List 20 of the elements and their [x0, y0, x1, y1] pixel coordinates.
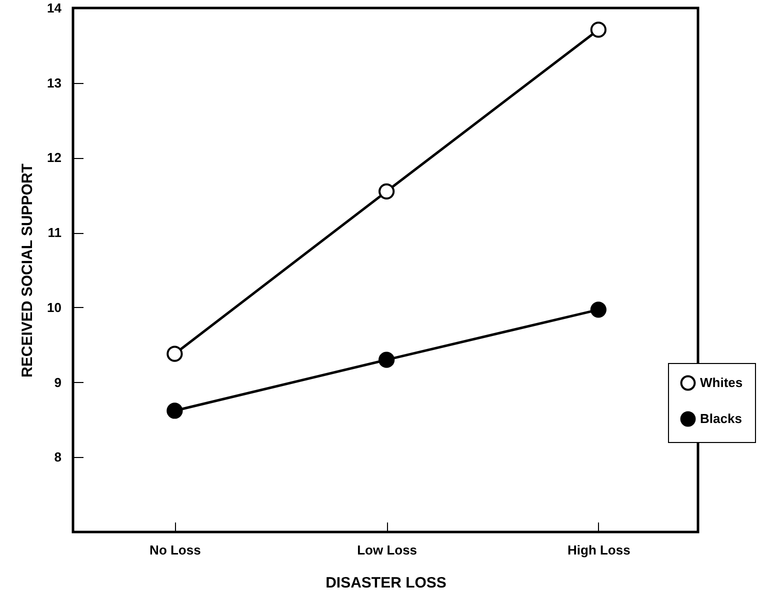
x-tick-label: Low Loss	[357, 542, 418, 558]
point	[590, 22, 606, 38]
y-tick-label: 13	[47, 75, 62, 90]
y-tick-label: 12	[47, 150, 62, 166]
legend-label: Blacks	[700, 411, 742, 426]
y-tick-label: 10	[47, 300, 62, 315]
point	[378, 183, 395, 200]
point	[166, 402, 183, 419]
point	[166, 346, 183, 362]
x-tick-label: No Loss	[150, 542, 201, 558]
x-axis-title: DISASTER LOSS	[326, 574, 446, 592]
y-tick-label: 11	[48, 225, 62, 240]
y-axis-title: RECEIVED SOCIAL SUPPORT	[19, 164, 36, 378]
point	[590, 302, 606, 318]
x-tick-label: High Loss	[568, 542, 630, 558]
y-tick-label: 9	[54, 374, 62, 390]
legend-label: Whites	[700, 375, 743, 390]
point	[378, 352, 395, 368]
y-tick-label: 14	[47, 0, 62, 16]
y-tick-label: 8	[54, 450, 62, 465]
